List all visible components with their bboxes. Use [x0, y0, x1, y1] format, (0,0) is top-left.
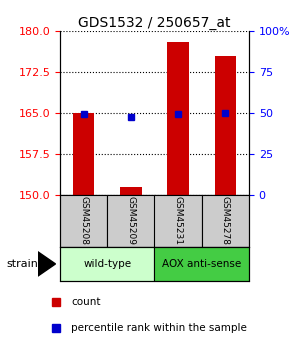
- Bar: [73, 113, 94, 195]
- Bar: [202, 195, 249, 247]
- Text: percentile rank within the sample: percentile rank within the sample: [71, 323, 247, 333]
- Text: strain: strain: [6, 259, 38, 269]
- Bar: [167, 42, 189, 195]
- Text: AOX anti-sense: AOX anti-sense: [162, 259, 242, 269]
- Title: GDS1532 / 250657_at: GDS1532 / 250657_at: [78, 16, 231, 30]
- Bar: [120, 187, 142, 195]
- Bar: [154, 195, 202, 247]
- Text: GSM45278: GSM45278: [221, 196, 230, 245]
- Text: GSM45209: GSM45209: [126, 196, 135, 245]
- Bar: [60, 247, 154, 281]
- Bar: [60, 195, 107, 247]
- Bar: [154, 247, 249, 281]
- Polygon shape: [38, 252, 56, 276]
- Bar: [107, 195, 154, 247]
- Bar: [215, 56, 236, 195]
- Text: count: count: [71, 297, 101, 306]
- Text: GSM45208: GSM45208: [79, 196, 88, 245]
- Text: GSM45231: GSM45231: [174, 196, 183, 245]
- Text: wild-type: wild-type: [83, 259, 131, 269]
